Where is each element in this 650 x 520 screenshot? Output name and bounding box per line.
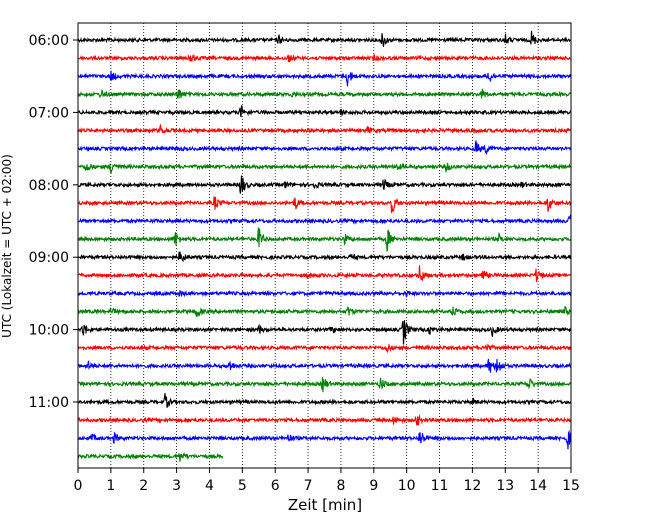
seismogram-row-10:15 — [77, 343, 572, 354]
x-tick-label: 6 — [271, 478, 280, 494]
seismogram-row-09:00 — [77, 251, 572, 263]
y-axis-label: UTC (Lokalzeit = UTC + 02:00) — [0, 154, 14, 338]
x-tick-label: 1 — [106, 478, 115, 494]
x-tick-label: 8 — [336, 478, 345, 494]
seismogram-row-11:30 — [77, 429, 572, 450]
seismogram-row-06:15 — [77, 53, 572, 63]
y-tick-label: 11:00 — [29, 395, 69, 411]
x-tick-label: 10 — [398, 478, 416, 494]
seismogram-row-08:00 — [77, 175, 572, 194]
seismogram-row-08:30 — [77, 214, 572, 225]
seismogram-row-11:15 — [77, 414, 572, 426]
y-tick-label: 06:00 — [29, 33, 69, 49]
seismogram-row-07:15 — [77, 124, 572, 135]
x-axis-label: Zeit [min] — [288, 496, 362, 514]
x-tick-label: 7 — [304, 478, 313, 494]
y-tick-label: 08:00 — [29, 178, 69, 194]
seismogram-row-09:30 — [77, 289, 572, 298]
seismogram-row-06:45 — [77, 88, 572, 99]
seismogram-row-11:00 — [77, 393, 572, 408]
x-tick-label: 3 — [172, 478, 181, 494]
x-tick-label: 5 — [238, 478, 247, 494]
plot-frame — [77, 22, 572, 469]
seismogram-row-07:00 — [77, 104, 572, 118]
x-tick-label: 4 — [205, 478, 214, 494]
seismogram-row-08:45 — [77, 227, 572, 252]
y-axis: 06:00 07:00 08:00 09:00 10:00 11:00 — [29, 33, 78, 411]
seismogram-row-06:00 — [77, 30, 572, 47]
x-tick-label: 13 — [496, 478, 514, 494]
x-tick-label: 9 — [369, 478, 378, 494]
x-tick-label: 15 — [562, 478, 580, 494]
seismogram-row-06:30 — [77, 70, 572, 87]
seismogram-traces — [77, 30, 572, 462]
seismogram-row-11:45 — [77, 452, 224, 462]
x-tick-label: 12 — [463, 478, 481, 494]
seismogram-row-10:45 — [77, 377, 572, 393]
x-tick-label: 14 — [529, 478, 547, 494]
seismogram-row-09:15 — [77, 265, 572, 282]
seismogram-row-10:30 — [77, 358, 572, 373]
x-tick-label: 11 — [431, 478, 449, 494]
seismogram-row-10:00 — [77, 320, 572, 345]
y-tick-label: 07:00 — [29, 105, 69, 121]
seismogram-row-07:45 — [77, 162, 572, 174]
seismogram-row-07:30 — [77, 140, 572, 155]
x-grid — [110, 23, 539, 468]
seismogram-row-08:15 — [77, 195, 572, 214]
x-axis: 0 1 2 3 4 5 6 7 8 9 10 11 12 13 14 15 — [74, 468, 580, 494]
x-tick-label: 0 — [74, 478, 83, 494]
seismogram-row-09:45 — [77, 305, 572, 317]
y-tick-label: 10:00 — [29, 323, 69, 339]
x-tick-label: 2 — [139, 478, 148, 494]
y-tick-label: 09:00 — [29, 250, 69, 266]
